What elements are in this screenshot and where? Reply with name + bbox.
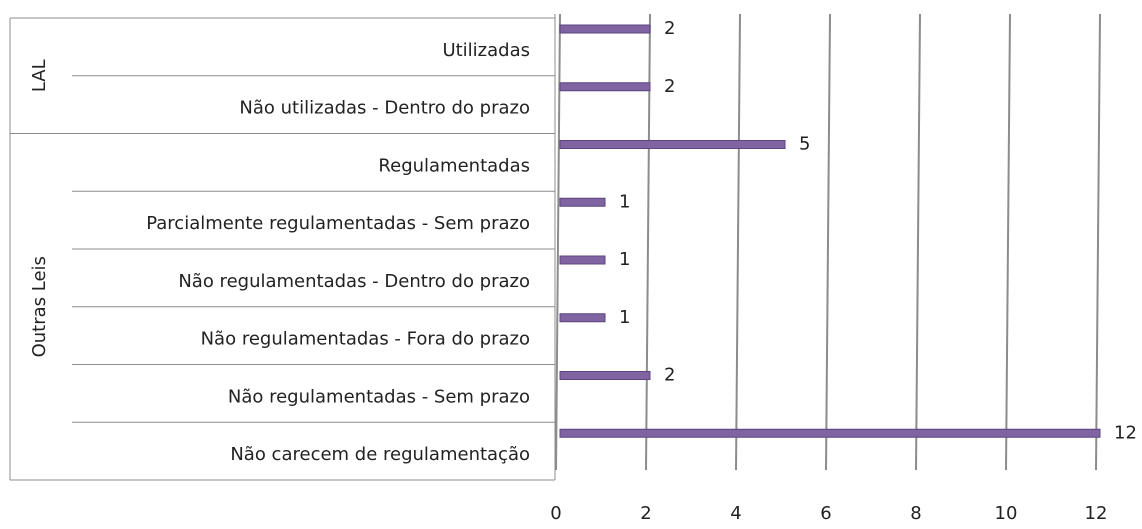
grid-line bbox=[825, 13, 831, 471]
data-label: 2 bbox=[664, 365, 675, 386]
y-tick-label: Não regulamentadas - Dentro do prazo bbox=[178, 271, 530, 292]
y-tick-label: Não utilizadas - Dentro do prazo bbox=[239, 98, 530, 119]
data-label: 5 bbox=[799, 134, 810, 155]
data-label: 1 bbox=[619, 307, 630, 328]
grid-line bbox=[1095, 13, 1101, 471]
bar bbox=[559, 428, 1101, 438]
y-tick-label: Não carecem de regulamentação bbox=[230, 444, 530, 465]
group-label: LAL bbox=[29, 59, 50, 92]
x-tick-label: 10 bbox=[995, 503, 1018, 524]
bar bbox=[559, 24, 651, 34]
y-tick-label: Não regulamentadas - Fora do prazo bbox=[201, 329, 530, 350]
bar bbox=[559, 255, 606, 265]
y-tick-label: Parcialmente regulamentadas - Sem prazo bbox=[146, 213, 530, 234]
bar bbox=[559, 313, 606, 323]
data-label: 2 bbox=[664, 18, 675, 39]
bar bbox=[559, 140, 786, 149]
x-tick-label: 4 bbox=[730, 503, 741, 524]
x-tick-label: 8 bbox=[910, 503, 921, 524]
group-label: Outras Leis bbox=[29, 256, 50, 357]
x-tick-label: 12 bbox=[1085, 503, 1108, 524]
y-tick-label: Utilizadas bbox=[442, 40, 530, 61]
data-label: 1 bbox=[619, 191, 630, 212]
x-tick-label: 0 bbox=[550, 503, 561, 524]
bar bbox=[559, 82, 651, 92]
grid-line bbox=[1005, 13, 1011, 471]
y-tick-label: Regulamentadas bbox=[378, 155, 530, 176]
bar bbox=[559, 371, 651, 380]
grid-line bbox=[915, 13, 921, 471]
grid-line bbox=[735, 13, 741, 471]
data-label: 12 bbox=[1114, 422, 1137, 443]
grid-line bbox=[555, 13, 561, 471]
data-label: 1 bbox=[619, 249, 630, 270]
data-label: 2 bbox=[664, 76, 675, 97]
bar bbox=[559, 197, 606, 207]
x-tick-label: 2 bbox=[640, 503, 651, 524]
x-tick-label: 6 bbox=[820, 503, 831, 524]
y-tick-label: Não regulamentadas - Sem prazo bbox=[228, 386, 530, 407]
